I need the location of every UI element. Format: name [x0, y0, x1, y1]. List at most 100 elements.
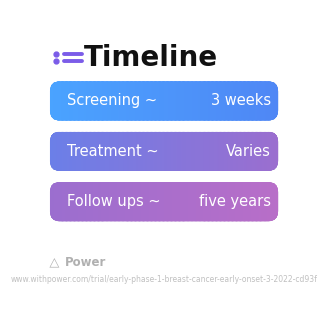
Bar [121, 81, 122, 120]
Bar [227, 182, 228, 221]
Bar [271, 182, 272, 221]
Bar [110, 182, 111, 221]
Bar [143, 182, 144, 221]
Bar [101, 81, 102, 120]
Bar [117, 81, 118, 120]
Bar [202, 132, 203, 171]
Bar [103, 132, 104, 171]
Bar [140, 182, 141, 221]
Bar [55, 81, 56, 120]
Bar [204, 81, 205, 120]
Bar [250, 132, 251, 171]
Bar [214, 132, 215, 171]
Bar [99, 182, 100, 221]
Bar [231, 81, 232, 120]
Bar [78, 132, 79, 171]
Bar [235, 182, 236, 221]
Bar [173, 81, 174, 120]
Bar [94, 81, 95, 120]
Bar [199, 81, 200, 120]
Bar [235, 81, 236, 120]
Bar [223, 182, 224, 221]
Bar [230, 132, 231, 171]
Bar [230, 182, 231, 221]
Bar [105, 182, 106, 221]
Bar [232, 182, 233, 221]
Bar [194, 182, 195, 221]
Bar [258, 132, 259, 171]
Bar [135, 182, 136, 221]
Bar [71, 182, 72, 221]
Bar [215, 132, 216, 171]
Bar [272, 132, 273, 171]
Bar [140, 132, 141, 171]
Bar [234, 182, 235, 221]
Bar [216, 182, 217, 221]
Bar [164, 81, 165, 120]
Bar [210, 132, 211, 171]
Bar [274, 81, 275, 120]
Bar [252, 81, 253, 120]
Bar [60, 182, 61, 221]
Bar [223, 132, 224, 171]
Bar [102, 132, 103, 171]
Bar [134, 182, 135, 221]
Bar [64, 182, 65, 221]
Bar [188, 81, 189, 120]
Bar [105, 132, 106, 171]
Bar [102, 81, 103, 120]
Bar [70, 132, 71, 171]
Bar [127, 182, 128, 221]
Bar [54, 81, 55, 120]
Bar [268, 182, 269, 221]
Bar [221, 182, 222, 221]
Bar [219, 81, 220, 120]
Bar [106, 182, 107, 221]
Bar [92, 132, 93, 171]
Bar [51, 132, 52, 171]
Bar [97, 132, 98, 171]
Bar [130, 182, 131, 221]
Bar [113, 81, 114, 120]
Bar [152, 132, 153, 171]
Bar [256, 132, 257, 171]
Bar [217, 132, 218, 171]
Bar [184, 182, 185, 221]
Bar [79, 132, 80, 171]
Bar [240, 81, 241, 120]
Bar [267, 182, 268, 221]
Bar [187, 132, 188, 171]
Bar [167, 132, 168, 171]
Bar [102, 182, 103, 221]
Bar [156, 81, 157, 120]
Bar [122, 182, 123, 221]
Bar [206, 132, 207, 171]
Bar [269, 81, 270, 120]
Bar [96, 182, 97, 221]
Bar [203, 132, 204, 171]
Bar [222, 132, 223, 171]
Bar [101, 182, 102, 221]
Bar [184, 81, 185, 120]
Bar [111, 182, 112, 221]
Bar [157, 182, 158, 221]
Bar [150, 81, 151, 120]
Bar [209, 81, 210, 120]
Text: Timeline: Timeline [84, 43, 218, 72]
Bar [247, 132, 248, 171]
Bar [170, 132, 171, 171]
Bar [249, 132, 250, 171]
Bar [142, 132, 143, 171]
Bar [175, 132, 176, 171]
Bar [227, 132, 228, 171]
Bar [141, 182, 142, 221]
Bar [277, 132, 278, 171]
Bar [210, 182, 211, 221]
Bar [231, 81, 232, 120]
Bar [150, 132, 151, 171]
Bar [118, 182, 119, 221]
Bar [251, 81, 252, 120]
Bar [124, 132, 125, 171]
Bar [216, 132, 217, 171]
Bar [240, 81, 241, 120]
